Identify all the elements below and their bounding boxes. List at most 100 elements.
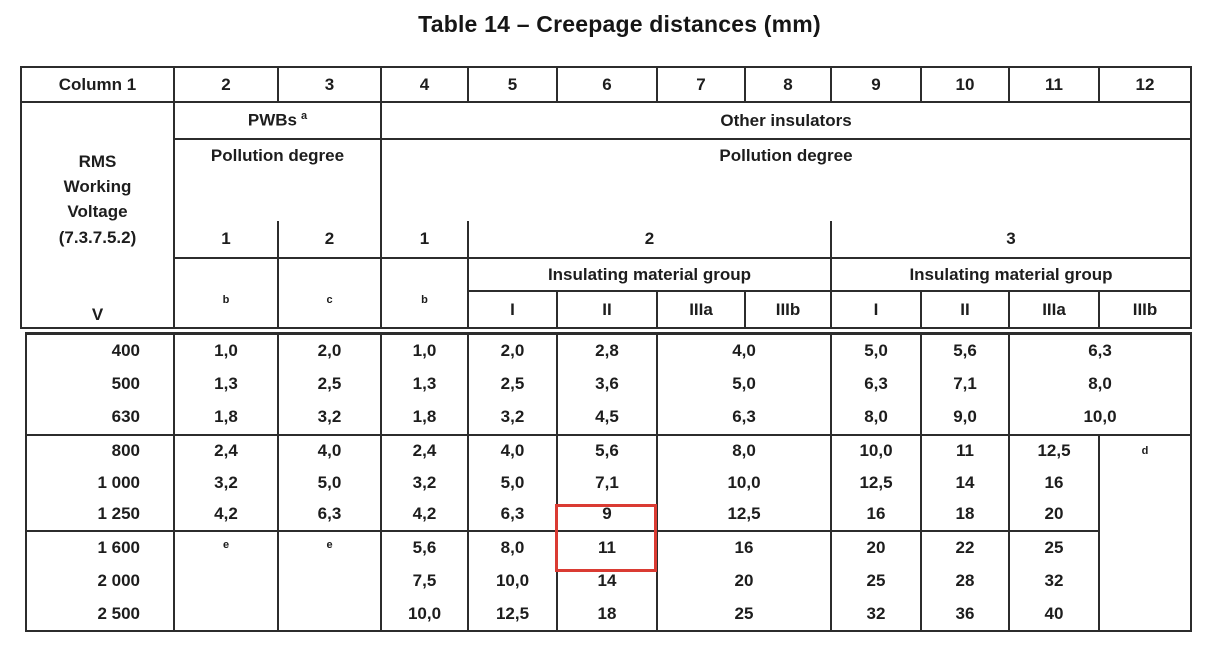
cell-1000-c10: 14 (920, 466, 1011, 499)
column-header-12: 12 (1098, 66, 1192, 103)
cell-2500-c4: 10,0 (380, 597, 469, 631)
footnote-c-col3: c (277, 257, 382, 329)
cell-630-c9: 8,0 (830, 400, 923, 435)
cell-400-c10: 5,6 (920, 333, 1011, 368)
voltage-unit: V (91, 305, 104, 324)
table-row-630: 630 1,8 3,2 1,8 3,2 4,5 6,3 8,0 9,0 10,0 (25, 400, 1193, 435)
cell-1000-c2: 3,2 (173, 466, 279, 499)
insulating-material-group-pd2: Insulating material group (467, 257, 832, 292)
voltage-cell: 2 000 (25, 564, 175, 598)
cell-630-c2: 1,8 (173, 400, 279, 435)
cell-1250-c7-8: 12,5 (655, 498, 833, 532)
cell-630-c11-12: 10,0 (1008, 400, 1193, 435)
cell-2500-c5: 12,5 (467, 597, 558, 631)
cell-1250-c10: 18 (920, 498, 1011, 532)
group-pd3-I: I (830, 290, 922, 329)
cell-400-c6: 2,8 (556, 333, 658, 368)
cell-500-c7-8: 5,0 (655, 367, 833, 401)
cell-1000-c4: 3,2 (380, 466, 469, 499)
table-row-1600: 1 600 e e 5,6 8,0 11 16 20 22 25 (25, 530, 1191, 631)
cell-1600-c9: 20 (830, 530, 923, 565)
cell-1600-c6-highlighted: 11 (556, 530, 658, 565)
cell-500-c5: 2,5 (467, 367, 558, 401)
pollution-degree-other-label: Pollution degree (380, 138, 1192, 221)
footnote-b-col4: b (380, 257, 469, 329)
cell-400-c2: 1,0 (173, 333, 279, 368)
material-group-row: I II IIIa IIIb I II IIIa IIIb (21, 290, 1192, 329)
cell-630-c10: 9,0 (920, 400, 1011, 435)
degree-number-row: 1 2 1 2 3 (21, 220, 1192, 259)
cell-800-c2: 2,4 (173, 433, 279, 467)
footnote-d-cell: d (1098, 433, 1193, 631)
cell-500-c9: 6,3 (830, 367, 923, 401)
cell-400-c4: 1,0 (380, 333, 469, 368)
cell-1000-c9: 12,5 (830, 466, 923, 499)
footnote-b-col2: b (173, 257, 279, 329)
cell-1000-c6: 7,1 (556, 466, 658, 499)
cell-1600-c11: 25 (1008, 530, 1101, 565)
pollution-degree-row: Pollution degree Pollution degree (21, 138, 1192, 221)
column-header-6: 6 (556, 66, 658, 103)
cell-2500-c6: 18 (556, 597, 658, 631)
column-header-1: Column 1 (20, 66, 175, 103)
cell-800-c4: 2,4 (380, 433, 469, 467)
other-degree-1: 1 (380, 220, 469, 259)
group-pd2-IIIa: IIIa (656, 290, 746, 329)
cell-2500-c7-8: 25 (655, 597, 833, 631)
group-pd3-II: II (920, 290, 1010, 329)
cell-2000-c4: 7,5 (380, 564, 469, 598)
pwbs-header: PWBs a (173, 101, 382, 140)
cell-500-c10: 7,1 (920, 367, 1011, 401)
rms-line: Working (63, 177, 132, 196)
cell-630-c7-8: 6,3 (655, 400, 833, 435)
voltage-cell: 630 (25, 400, 175, 435)
cell-800-c7-8: 8,0 (655, 433, 833, 467)
voltage-cell: 1 000 (25, 466, 175, 499)
column-header-7: 7 (656, 66, 746, 103)
voltage-cell: 400 (25, 333, 175, 368)
table-row-2000: 2 000 7,5 10,0 14 20 25 28 32 (25, 564, 1191, 598)
insulating-material-group-pd3: Insulating material group (830, 257, 1192, 292)
footnote-e-cell-col2: e (173, 530, 279, 631)
group-pd2-IIIb: IIIb (744, 290, 832, 329)
column-header-8: 8 (744, 66, 832, 103)
cell-2000-c7-8: 20 (655, 564, 833, 598)
cell-1250-c2: 4,2 (173, 498, 279, 532)
cell-1600-c4: 5,6 (380, 530, 469, 565)
table-row-2500: 2 500 10,0 12,5 18 25 32 36 40 (25, 597, 1191, 631)
cell-1000-c3: 5,0 (277, 466, 382, 499)
highlight-box (555, 504, 657, 572)
cell-500-c3: 2,5 (277, 367, 382, 401)
column-number-row: Column 1 2 3 4 5 6 7 8 9 10 11 12 (20, 66, 1192, 103)
header-table: Column 1 2 3 4 5 6 7 8 9 10 11 12 RMS Wo… (20, 66, 1192, 329)
cell-2500-c9: 32 (830, 597, 923, 631)
cell-1000-c7-8: 10,0 (655, 466, 833, 499)
cell-400-c11-12: 6,3 (1008, 333, 1193, 368)
clause-reference: (7.3.7.5.2) (58, 228, 137, 247)
voltage-cell: 500 (25, 367, 175, 401)
cell-630-c4: 1,8 (380, 400, 469, 435)
cell-500-c4: 1,3 (380, 367, 469, 401)
table-row-1250: 1 250 4,2 6,3 4,2 6,3 9 12,5 16 18 20 (25, 498, 1191, 532)
cell-400-c7-8: 4,0 (655, 333, 833, 368)
footnote-a: a (301, 110, 308, 123)
table-row-400: 400 1,0 2,0 1,0 2,0 2,8 4,0 5,0 5,6 6,3 (25, 333, 1193, 368)
column-header-10: 10 (920, 66, 1010, 103)
table-row-800: 800 2,4 4,0 2,4 4,0 5,6 8,0 10,0 11 12,5… (25, 433, 1193, 631)
cell-800-c6: 5,6 (556, 433, 658, 467)
cell-800-c3: 4,0 (277, 433, 382, 467)
cell-2500-c10: 36 (920, 597, 1011, 631)
cell-400-c3: 2,0 (277, 333, 382, 368)
cell-500-c2: 1,3 (173, 367, 279, 401)
other-degree-3: 3 (830, 220, 1192, 259)
cell-1250-c4: 4,2 (380, 498, 469, 532)
voltage-cell: 2 500 (25, 597, 175, 631)
rms-working-voltage-cell: RMS Working Voltage (7.3.7.5.2) V (20, 101, 175, 329)
cell-1600-c7-8: 16 (655, 530, 833, 565)
voltage-cell: 1 250 (25, 498, 175, 532)
other-insulators-header: Other insulators (380, 101, 1192, 140)
other-degree-2: 2 (467, 220, 832, 259)
cell-800-c5: 4,0 (467, 433, 558, 467)
column-header-4: 4 (380, 66, 469, 103)
